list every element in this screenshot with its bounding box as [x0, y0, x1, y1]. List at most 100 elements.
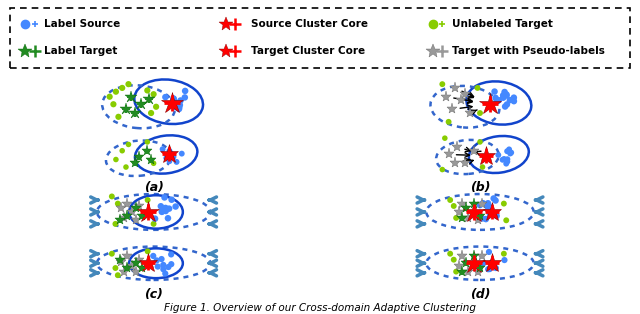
Point	[157, 147, 168, 152]
Point	[498, 95, 508, 100]
Point	[481, 217, 491, 222]
Point	[111, 89, 121, 94]
Point	[502, 102, 512, 107]
Point	[497, 157, 508, 162]
Point	[445, 198, 455, 203]
Point	[488, 262, 499, 267]
Point	[490, 95, 500, 100]
Point	[124, 142, 134, 147]
Point	[472, 85, 483, 90]
Point	[484, 267, 495, 272]
Point	[164, 206, 174, 211]
Point	[481, 203, 492, 208]
Point	[478, 261, 488, 266]
Point	[475, 203, 485, 208]
Point	[142, 88, 152, 93]
Point	[505, 98, 515, 103]
Point	[152, 258, 162, 263]
Point	[483, 201, 493, 206]
Point	[170, 100, 180, 105]
Point	[168, 96, 179, 101]
Point	[488, 262, 498, 267]
Point	[168, 100, 179, 105]
Point	[475, 111, 485, 116]
Point	[164, 159, 175, 164]
Point	[509, 95, 519, 100]
Text: Target with Pseudo-labels: Target with Pseudo-labels	[452, 46, 605, 57]
Point	[121, 165, 131, 170]
Point	[500, 104, 510, 109]
Point	[445, 251, 455, 256]
Point	[157, 209, 167, 214]
Point	[444, 119, 454, 124]
Point	[449, 257, 459, 262]
Point	[498, 93, 508, 98]
Point	[477, 216, 488, 221]
Point	[146, 111, 156, 116]
Point	[492, 99, 502, 104]
Point	[160, 95, 170, 100]
Point	[166, 262, 177, 267]
Point	[170, 102, 180, 107]
Point	[478, 201, 488, 206]
Text: (c): (c)	[144, 288, 163, 301]
Point	[501, 218, 511, 223]
Point	[180, 95, 190, 100]
Point	[451, 215, 461, 220]
Point	[493, 98, 504, 103]
Point	[117, 148, 127, 153]
Text: Label Source: Label Source	[44, 19, 120, 29]
Point	[504, 147, 514, 152]
Point	[148, 161, 159, 166]
Point	[167, 153, 177, 158]
Point	[104, 94, 115, 99]
Point	[151, 104, 161, 109]
Point	[162, 154, 172, 159]
Point	[156, 204, 166, 209]
Point	[142, 139, 152, 144]
Point	[488, 196, 499, 201]
Text: Source Cluster Core: Source Cluster Core	[251, 19, 368, 29]
Point	[107, 251, 117, 256]
Point	[161, 156, 172, 161]
Point	[124, 82, 134, 87]
Point	[499, 201, 509, 206]
Point	[502, 159, 513, 164]
Point	[175, 98, 186, 103]
Point	[492, 214, 502, 219]
Point	[174, 106, 184, 111]
Point	[143, 249, 153, 254]
Point	[449, 203, 459, 208]
Point	[108, 102, 118, 107]
Point	[451, 269, 461, 274]
Point	[502, 149, 512, 154]
Point	[161, 208, 171, 214]
Point	[113, 114, 124, 119]
Point	[499, 251, 509, 256]
Point	[168, 154, 179, 159]
Point	[172, 160, 182, 165]
Point	[175, 102, 185, 107]
Point	[163, 264, 173, 269]
Point	[484, 249, 494, 254]
Point	[491, 266, 501, 271]
Point	[160, 271, 170, 276]
Point	[148, 92, 159, 97]
Point	[166, 151, 176, 156]
Text: (a): (a)	[143, 181, 164, 194]
Point	[170, 105, 180, 110]
Point	[158, 267, 168, 272]
Point	[493, 153, 504, 158]
Text: Figure 1. Overview of our Cross-domain Adaptive Clustering: Figure 1. Overview of our Cross-domain A…	[164, 303, 476, 313]
Point	[161, 206, 171, 211]
Point	[158, 263, 168, 268]
Point	[110, 266, 120, 271]
Point	[484, 203, 494, 208]
Point	[152, 264, 163, 269]
Point	[148, 221, 159, 226]
Point	[168, 96, 179, 101]
Point	[499, 156, 509, 161]
Point	[177, 151, 187, 156]
Point	[483, 267, 493, 272]
Point	[502, 157, 513, 162]
